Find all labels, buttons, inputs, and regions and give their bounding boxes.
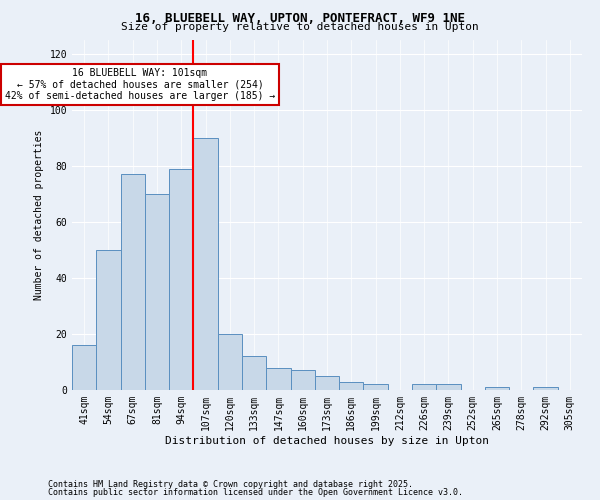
Bar [145, 194, 169, 390]
Bar [533, 387, 558, 390]
Text: 16, BLUEBELL WAY, UPTON, PONTEFRACT, WF9 1NE: 16, BLUEBELL WAY, UPTON, PONTEFRACT, WF9… [135, 12, 465, 26]
Text: Size of property relative to detached houses in Upton: Size of property relative to detached ho… [121, 22, 479, 32]
Y-axis label: Number of detached properties: Number of detached properties [34, 130, 44, 300]
Bar [485, 387, 509, 390]
Bar [290, 370, 315, 390]
Bar [218, 334, 242, 390]
Bar [412, 384, 436, 390]
Bar [266, 368, 290, 390]
Text: Contains HM Land Registry data © Crown copyright and database right 2025.: Contains HM Land Registry data © Crown c… [48, 480, 413, 489]
Text: Contains public sector information licensed under the Open Government Licence v3: Contains public sector information licen… [48, 488, 463, 497]
Bar [339, 382, 364, 390]
Bar [193, 138, 218, 390]
Bar [242, 356, 266, 390]
Bar [72, 345, 96, 390]
Bar [364, 384, 388, 390]
Bar [436, 384, 461, 390]
Bar [96, 250, 121, 390]
Bar [169, 169, 193, 390]
Bar [315, 376, 339, 390]
Bar [121, 174, 145, 390]
Text: 16 BLUEBELL WAY: 101sqm
← 57% of detached houses are smaller (254)
42% of semi-d: 16 BLUEBELL WAY: 101sqm ← 57% of detache… [5, 68, 275, 101]
X-axis label: Distribution of detached houses by size in Upton: Distribution of detached houses by size … [165, 436, 489, 446]
